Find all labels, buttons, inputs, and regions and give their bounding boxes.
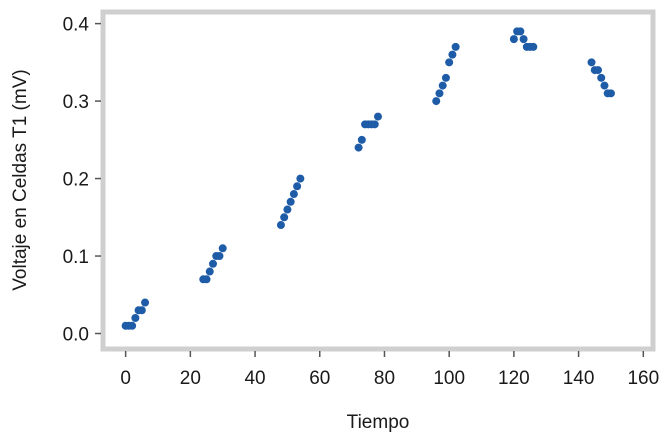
data-point	[529, 42, 538, 51]
data-point	[597, 73, 606, 82]
x-tick-label: 0	[120, 368, 131, 389]
data-point	[209, 259, 217, 268]
data-point	[509, 35, 518, 44]
x-tick-label: 140	[563, 368, 595, 389]
y-tick-label: 0.0	[63, 325, 89, 346]
plot-frame	[100, 9, 656, 352]
data-point	[451, 42, 460, 51]
data-point	[594, 66, 602, 75]
data-point	[432, 97, 441, 106]
data-point	[441, 73, 450, 82]
data-point	[137, 306, 146, 315]
data-point	[587, 58, 596, 67]
data-point	[606, 89, 615, 98]
data-point	[286, 197, 295, 206]
data-point	[438, 81, 447, 90]
data-point	[445, 58, 454, 67]
x-axis-title: Tiempo	[347, 412, 410, 433]
y-tick-label: 0.3	[63, 92, 89, 113]
y-axis: 0.0 0.1 0.2 0.3 0.4	[63, 15, 101, 346]
x-tick-label: 60	[309, 368, 330, 389]
data-point	[218, 244, 227, 253]
data-point	[128, 321, 137, 330]
data-point	[280, 213, 289, 222]
x-tick-label: 100	[433, 368, 465, 389]
data-point	[205, 267, 214, 276]
data-point	[296, 174, 305, 183]
data-point	[289, 190, 298, 199]
y-tick-label: 0.4	[63, 15, 90, 36]
y-axis-title: Voltaje en Celdas T1 (mV)	[10, 69, 31, 290]
x-tick-label: 40	[244, 368, 265, 389]
data-point	[435, 89, 444, 98]
data-point	[600, 81, 609, 90]
data-point	[202, 275, 211, 284]
data-point	[276, 221, 285, 230]
data-point	[516, 27, 525, 36]
data-points	[121, 27, 615, 330]
x-tick-label: 20	[180, 368, 201, 389]
data-point	[293, 182, 302, 191]
x-tick-label: 80	[374, 368, 395, 389]
data-point	[519, 35, 528, 44]
data-point	[215, 252, 224, 261]
data-point	[374, 112, 382, 121]
y-tick-label: 0.2	[63, 170, 89, 191]
x-tick-label: 160	[627, 368, 659, 389]
data-point	[354, 143, 363, 152]
x-axis: 0 20 40 60 80 100 120 140 160	[120, 351, 659, 389]
data-point	[283, 205, 292, 214]
data-point	[357, 135, 366, 144]
y-tick-label: 0.1	[63, 247, 89, 268]
data-point	[141, 298, 150, 307]
data-point	[370, 120, 379, 129]
x-tick-label: 120	[498, 368, 530, 389]
data-point	[448, 50, 457, 59]
data-point	[131, 314, 140, 323]
